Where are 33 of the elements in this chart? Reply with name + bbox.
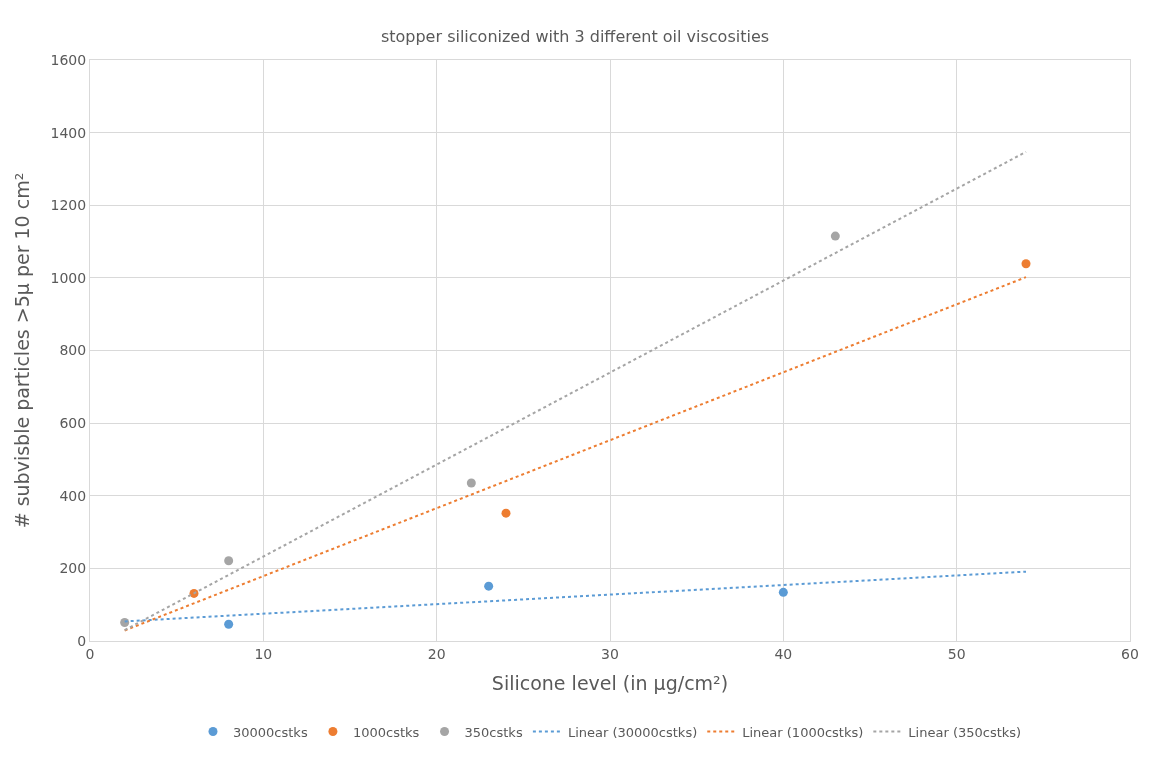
point [501, 508, 511, 518]
legend-label: 350cstks [464, 724, 523, 740]
y-tick-label: 1200 [50, 197, 87, 214]
chart-title: stopper siliconized with 3 different oil viscosities [380, 26, 770, 46]
x-axis-title: Silicone level (in µg/cm²) [491, 671, 729, 694]
point [484, 581, 494, 591]
point [224, 619, 234, 629]
legend-label: Linear (30000cstks) [567, 724, 698, 740]
x-tick-label: 60 [1121, 645, 1139, 662]
y-tick-label: 600 [59, 415, 87, 432]
y-tick-label: 1600 [50, 51, 87, 68]
x-tick-label: 40 [774, 645, 793, 662]
y-tick-label: 1000 [50, 269, 87, 286]
point [224, 556, 234, 566]
legend-label: 1000cstks [352, 724, 420, 740]
y-tick-label: 1400 [50, 124, 87, 141]
x-tick-label: 10 [254, 645, 273, 662]
y-tick-label: 800 [59, 342, 87, 359]
x-tick-label: 20 [427, 645, 446, 662]
point [466, 478, 476, 488]
legend-label: Linear (350cstks) [908, 724, 1022, 740]
y-tick-label: 400 [59, 487, 87, 504]
y-tick-label: 200 [59, 560, 87, 577]
y-axis-title: # subvisble particles >5µ per 10 cm² [11, 172, 34, 529]
point [778, 587, 788, 597]
legend-label: Linear (1000cstks) [742, 724, 864, 740]
point [1021, 259, 1031, 269]
y-tick-label: 0 [77, 632, 87, 649]
x-tick-label: 50 [947, 645, 966, 662]
legend-label: 30000cstks [233, 724, 308, 740]
point [120, 617, 130, 627]
x-tick-label: 30 [601, 645, 619, 662]
point [830, 231, 840, 241]
